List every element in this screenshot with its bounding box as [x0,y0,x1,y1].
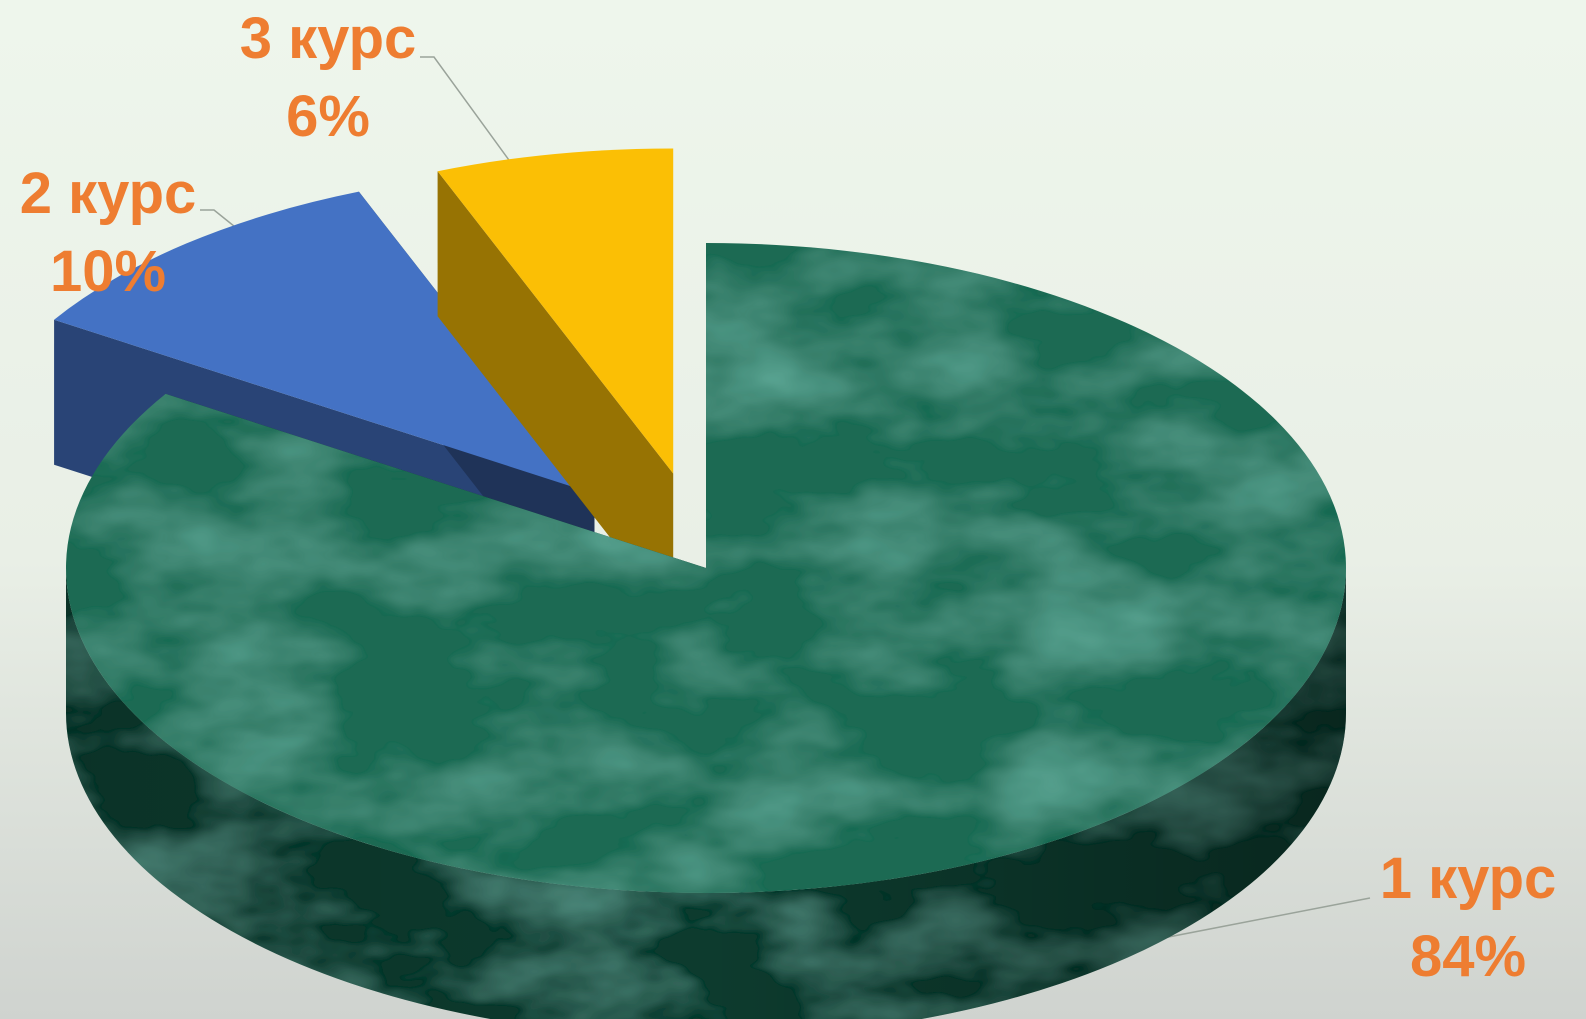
pie-slice-1 [65,243,1346,1019]
data-label-1: 1 курс 84% [1368,840,1568,996]
data-label-value: 6% [286,84,370,149]
pie-slice-top [65,243,1346,894]
pie-slices [54,148,1346,1019]
pie-slice-rim-shade [66,568,1346,1019]
data-label-category: 2 курс [19,161,197,226]
data-label-value: 10% [49,239,167,304]
data-label-category: 3 курс [239,6,417,71]
data-label-3: 3 курс 6% [228,0,428,156]
leader-line-3 [420,56,539,201]
data-label-2: 2 курс 10% [8,155,208,311]
pie-slice-top [437,148,674,474]
pie-slice-cut-face [437,171,674,619]
data-label-category: 1 курс [1379,846,1557,911]
pie-slice-3 [437,148,674,619]
pie-slice-top [54,191,595,494]
data-label-value: 84% [1409,924,1527,989]
